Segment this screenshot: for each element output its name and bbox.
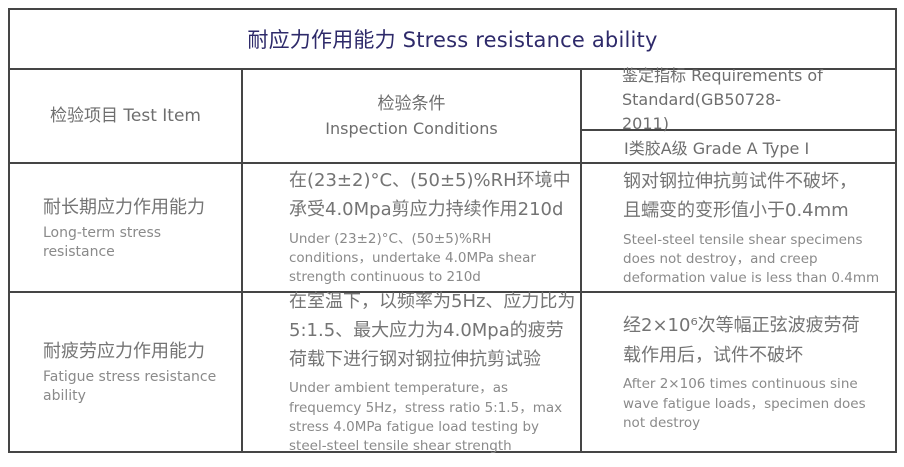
table-title: 耐应力作用能力 Stress resistance ability <box>10 10 895 70</box>
cell-inspection-condition: 在(23±2)°C、(50±5)%RH环境中承受4.0Mpa剪应力持续作用210… <box>243 164 582 291</box>
header-inspection-conditions-en: Inspection Conditions <box>325 118 498 138</box>
header-grade-type: Ⅰ类胶A级 Grade A Type Ⅰ <box>624 138 810 158</box>
cell-requirement: 钢对钢拉伸抗剪试件不破坏，且蠕变的变形值小于0.4mm Steel-steel … <box>582 164 895 291</box>
condition-en: Under (23±2)°C、(50±5)%RH conditions，unde… <box>289 231 536 286</box>
cell-test-item: 耐疲劳应力作用能力 Fatigue stress resistance abil… <box>10 293 243 451</box>
requirement-en: Steel-steel tensile shear specimens does… <box>623 231 880 287</box>
test-item-en: Long-term stress resistance <box>43 224 162 260</box>
condition-zh: 在(23±2)°C、(50±5)%RH环境中承受4.0Mpa剪应力持续作用210… <box>289 170 571 221</box>
cell-inspection-condition: 在室温下，以频率为5Hz、应力比为5:1.5、最大应力为4.0Mpa的疲劳荷载下… <box>243 291 582 454</box>
test-item-zh: 耐疲劳应力作用能力 <box>43 341 205 363</box>
header-test-item: 检验项目 Test Item <box>10 70 243 162</box>
requirement-zh: 经2×10⁶次等幅正弦波疲劳荷载作用后，试件不破坏 <box>623 315 860 366</box>
test-item-en: Fatigue stress resistance ability <box>43 369 217 404</box>
cell-test-item: 耐长期应力作用能力 Long-term stress resistance <box>10 164 243 291</box>
requirement-en: After 2×106 times continuous sine wave f… <box>623 376 866 431</box>
header-inspection-conditions-zh: 检验条件 <box>377 94 446 115</box>
test-item-zh: 耐长期应力作用能力 <box>43 196 205 218</box>
condition-zh: 在室温下，以频率为5Hz、应力比为5:1.5、最大应力为4.0Mpa的疲劳荷载下… <box>289 291 576 370</box>
table-row-long-term: 耐长期应力作用能力 Long-term stress resistance 在(… <box>10 164 895 293</box>
stress-resistance-table: 耐应力作用能力 Stress resistance ability 检验项目 T… <box>8 8 897 454</box>
condition-en: Under ambient temperature，as frequemcy 5… <box>289 380 563 454</box>
header-inspection-conditions: 检验条件 Inspection Conditions <box>243 70 582 162</box>
table-row-fatigue: 耐疲劳应力作用能力 Fatigue stress resistance abil… <box>10 291 895 454</box>
header-requirements-standard: 鉴定指标 Requirements of Standard(GB50728-20… <box>582 66 895 133</box>
cell-requirement: 经2×10⁶次等幅正弦波疲劳荷载作用后，试件不破坏 After 2×106 ti… <box>582 293 895 451</box>
requirement-zh: 钢对钢拉伸抗剪试件不破坏，且蠕变的变形值小于0.4mm <box>623 170 857 222</box>
header-requirements: 鉴定指标 Requirements of Standard(GB50728-20… <box>582 66 895 162</box>
table-header-row: 检验项目 Test Item 检验条件 Inspection Condition… <box>10 66 895 164</box>
